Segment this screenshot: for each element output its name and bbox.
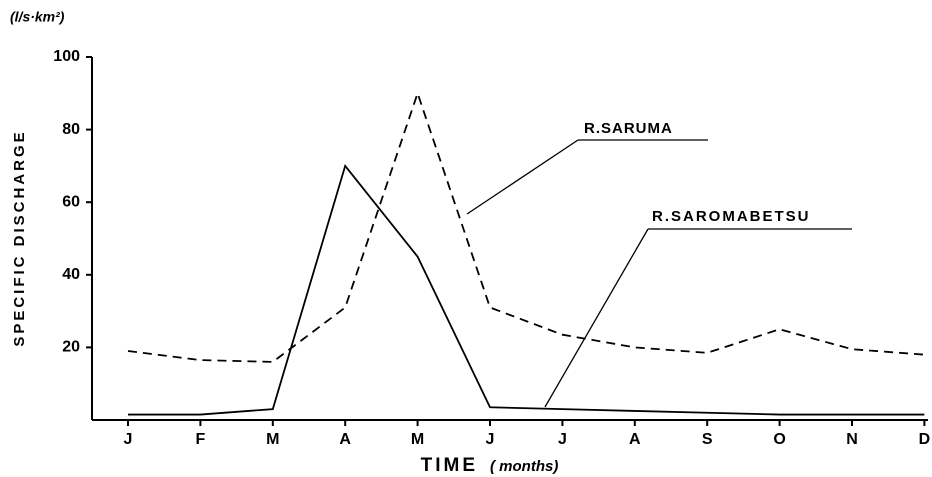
y-tick-label: 40	[62, 266, 80, 283]
x-tick-label: N	[846, 431, 858, 448]
y-tick-label: 100	[53, 48, 80, 65]
x-tick-label: S	[702, 431, 713, 448]
y-axis-label: SPECIFIC DISCHARGE	[11, 129, 28, 346]
y-tick-label: 60	[62, 193, 80, 210]
x-tick-label: D	[919, 431, 931, 448]
series-label: R.SARUMA	[584, 120, 673, 137]
x-unit: ( months)	[490, 458, 558, 475]
x-tick-label: F	[196, 431, 206, 448]
series-line	[128, 163, 925, 416]
leader-line	[466, 139, 579, 215]
x-tick-label: A	[339, 431, 351, 448]
y-tick-label: 80	[62, 121, 80, 138]
series-line	[127, 90, 925, 363]
x-tick-label: O	[773, 431, 785, 448]
x-tick-label: A	[629, 431, 641, 448]
x-tick-label: J	[558, 431, 567, 448]
y-tick-label: 20	[62, 339, 80, 356]
x-tick-label: M	[266, 431, 279, 448]
x-axis-label: TIME	[421, 455, 478, 476]
x-tick-label: J	[124, 431, 133, 448]
leader-line	[544, 228, 649, 408]
y-unit: (l/s·km²)	[10, 9, 65, 25]
series-label: R.SAROMABETSU	[652, 208, 811, 225]
x-tick-label: M	[411, 431, 424, 448]
x-tick-label: J	[486, 431, 495, 448]
